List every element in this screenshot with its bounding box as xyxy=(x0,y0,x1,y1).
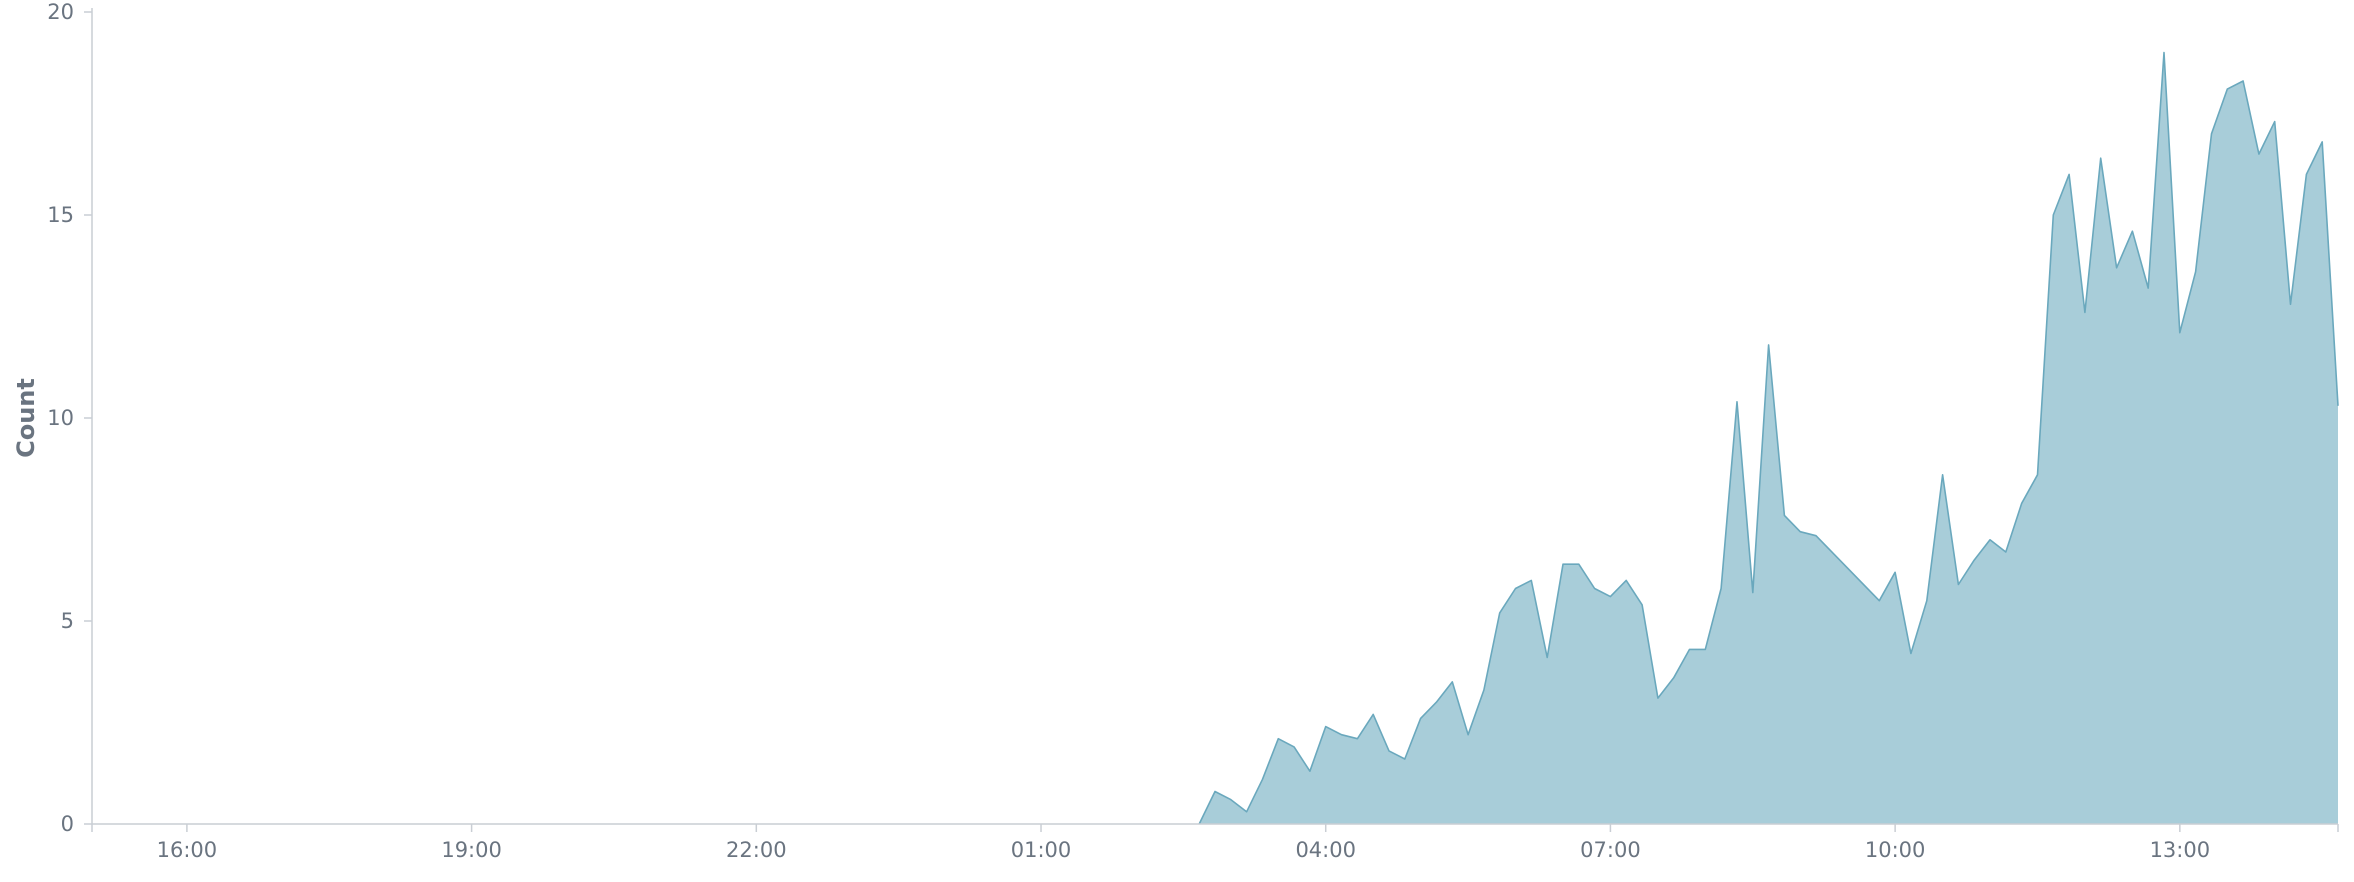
x-axis: 16:00 19:00 22:00 01:00 04:00 07:00 10:00 13:00 xyxy=(91,823,2339,862)
x-tick-label: 10:00 xyxy=(1865,838,1926,862)
x-tick-label: 01:00 xyxy=(1011,838,1072,862)
y-tick-label: 20 xyxy=(47,0,74,24)
x-tick-label: 04:00 xyxy=(1295,838,1356,862)
y-tick-label: 10 xyxy=(47,406,74,430)
series-line-0 xyxy=(1198,51,2339,825)
x-tick-label: 13:00 xyxy=(2150,838,2211,862)
x-tick-label: 19:00 xyxy=(441,838,502,862)
y-tick-label: 15 xyxy=(47,203,74,227)
x-tick-label: 22:00 xyxy=(726,838,787,862)
y-tick-label: 5 xyxy=(61,609,74,633)
plot-area xyxy=(1198,51,2339,825)
y-axis-title: Count xyxy=(12,378,40,458)
y-axis: Count 0 5 10 15 20 xyxy=(12,0,93,836)
y-tick-label: 0 xyxy=(61,812,74,836)
x-tick-label: 07:00 xyxy=(1580,838,1641,862)
x-tick-label: 16:00 xyxy=(157,838,218,862)
series-area-0 xyxy=(1199,52,2338,825)
